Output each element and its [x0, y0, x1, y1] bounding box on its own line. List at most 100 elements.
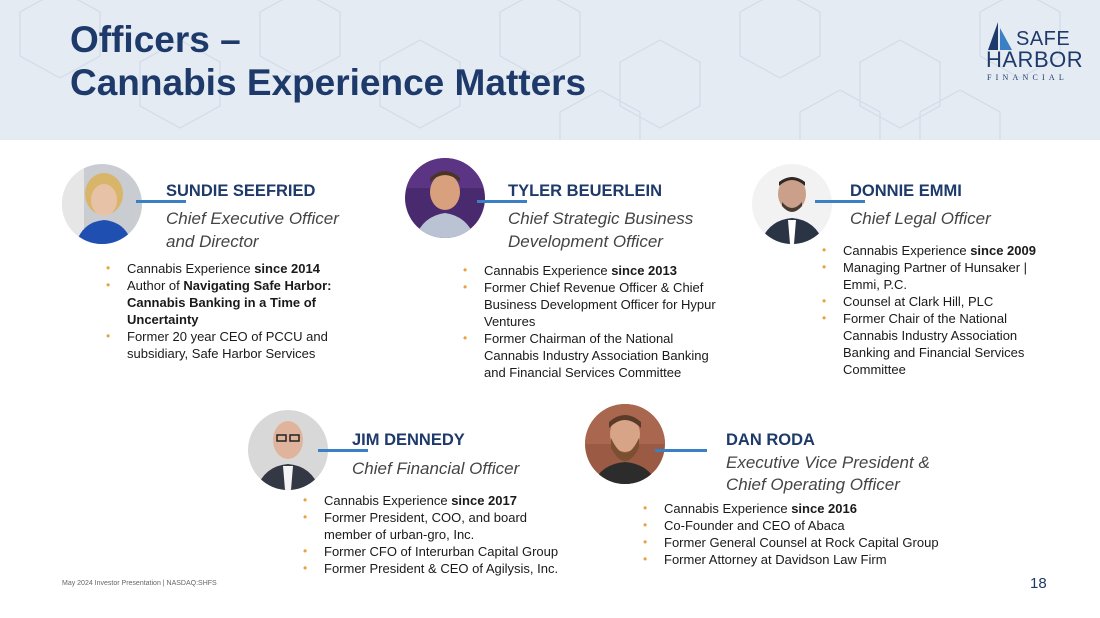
bullet-text: Counsel at Clark Hill, PLC: [843, 294, 994, 309]
officer-role-line-1: Executive Vice President &: [726, 453, 930, 472]
bullet-text: Ventures: [484, 314, 536, 329]
bullet-text: Former Chief Revenue Officer & Chief: [484, 280, 704, 295]
bullet-dot-icon: •: [106, 261, 111, 275]
bullet-text: member of urban-gro, Inc.: [324, 527, 475, 542]
bullet-text: Former Chair of the National: [843, 311, 1008, 326]
bullet-line: Cannabis Experience since 2013: [484, 262, 753, 279]
avatar-jim-dennedy: [248, 410, 328, 490]
bullet-text: subsidiary, Safe Harbor Services: [127, 346, 316, 361]
bullet-line: Cannabis Experience since 2017: [324, 492, 593, 509]
bullet-dot-icon: •: [303, 510, 308, 524]
bullet-dot-icon: •: [463, 263, 468, 277]
bullet-item: • Counsel at Clark Hill, PLC: [822, 293, 1052, 310]
officer-role-line-2: Development Officer: [508, 232, 663, 251]
bullet-text: Cannabis Experience: [843, 243, 971, 258]
bullet-dot-icon: •: [822, 311, 827, 325]
bullet-line: Former Chair of the National: [843, 310, 1052, 327]
bullet-emphasis: Uncertainty: [127, 312, 199, 327]
bullet-item: • Former President & CEO of Agilysis, Inc…: [303, 560, 593, 577]
bullet-line: Emmi, P.C.: [843, 276, 1052, 293]
bullet-item: • Former 20 year CEO of PCCU and subsidiar…: [106, 328, 366, 362]
bullet-line: Former President, COO, and board: [324, 509, 593, 526]
bullet-item: • Managing Partner of Hunsaker | Emmi, P.C…: [822, 259, 1052, 293]
officer-bullet-list: • Cannabis Experience since 2014 • Author o…: [106, 260, 366, 362]
bullet-item: • Former Attorney at Davidson Law Firm: [643, 551, 973, 568]
bullet-line: Cannabis Industry Association: [843, 327, 1052, 344]
bullet-line: Cannabis Banking in a Time of: [127, 294, 366, 311]
avatar-tyler-beuerlein: [405, 158, 485, 238]
bullet-dot-icon: •: [106, 278, 111, 292]
bullet-text: Cannabis Experience: [127, 261, 255, 276]
bullet-line: Former President & CEO of Agilysis, Inc.: [324, 560, 593, 577]
bullet-line: Committee: [843, 361, 1052, 378]
bullet-line: Former General Counsel at Rock Capital G…: [664, 534, 973, 551]
connector-line: [815, 200, 865, 203]
hexagon-pattern: [19, 0, 1061, 140]
bullet-item: • Former Chief Revenue Officer & Chief Bus…: [463, 279, 753, 330]
connector-line: [136, 200, 186, 203]
officer-role-line-1: Chief Strategic Business: [508, 209, 694, 228]
bullet-text: Author of: [127, 278, 184, 293]
bullet-emphasis: since 2016: [791, 501, 857, 516]
bullet-line: and Financial Services Committee: [484, 364, 753, 381]
officer-bullet-list: • Cannabis Experience since 2016 • Co-Found…: [643, 500, 973, 568]
page-title: Officers – Cannabis Experience Matters: [70, 18, 586, 104]
bullet-line: Ventures: [484, 313, 753, 330]
bullet-line: Business Development Officer for Hypur: [484, 296, 753, 313]
bullet-line: Counsel at Clark Hill, PLC: [843, 293, 1052, 310]
officer-role-line-2: and Director: [166, 232, 259, 251]
officer-name: SUNDIE SEEFRIED: [166, 182, 316, 200]
officer-role-line-2: Chief Operating Officer: [726, 475, 900, 494]
bullet-line: Cannabis Industry Association Banking: [484, 347, 753, 364]
logo-word-harbor: HARBOR: [986, 47, 1084, 72]
logo-word-financial: FINANCIAL: [987, 73, 1068, 82]
bullet-line: Former Chairman of the National: [484, 330, 753, 347]
bullet-emphasis: Navigating Safe Harbor:: [183, 278, 332, 293]
bullet-item: • Former President, COO, and board member …: [303, 509, 593, 543]
bullet-text: Cannabis Industry Association Banking: [484, 348, 709, 363]
bullet-dot-icon: •: [463, 280, 468, 294]
bullet-emphasis: since 2014: [254, 261, 320, 276]
bullet-line: Managing Partner of Hunsaker |: [843, 259, 1052, 276]
bullet-item: • Former Chair of the National Cannabis In…: [822, 310, 1052, 378]
logo-sail-icon: [988, 22, 1012, 50]
bullet-line: subsidiary, Safe Harbor Services: [127, 345, 366, 362]
bullet-line: Co-Founder and CEO of Abaca: [664, 517, 973, 534]
bullet-item: • Former General Counsel at Rock Capital …: [643, 534, 973, 551]
bullet-line: Former 20 year CEO of PCCU and: [127, 328, 366, 345]
avatar-donnie-emmi: [752, 164, 832, 244]
page-number: 18: [1030, 575, 1047, 592]
header-banner: Officers – Cannabis Experience Matters S…: [0, 0, 1100, 140]
connector-line: [477, 200, 527, 203]
bullet-text: Former CFO of Interurban Capital Group: [324, 544, 559, 559]
bullet-emphasis: Cannabis Banking in a Time of: [127, 295, 317, 310]
bullet-emphasis: since 2013: [611, 263, 677, 278]
bullet-dot-icon: •: [822, 243, 827, 257]
bullet-item: • Cannabis Experience since 2014: [106, 260, 366, 277]
connector-line: [318, 449, 368, 452]
bullet-line: Uncertainty: [127, 311, 366, 328]
officer-role-line-1: Chief Executive Officer: [166, 209, 339, 228]
bullet-text: Emmi, P.C.: [843, 277, 908, 292]
bullet-emphasis: since 2017: [451, 493, 517, 508]
bullet-line: Former CFO of Interurban Capital Group: [324, 543, 593, 560]
bullet-line: Cannabis Experience since 2009: [843, 242, 1052, 259]
bullet-text: Cannabis Experience: [664, 501, 792, 516]
bullet-text: Former President, COO, and board: [324, 510, 528, 525]
officer-bullet-list: • Cannabis Experience since 2009 • Managing…: [822, 242, 1052, 378]
bullet-dot-icon: •: [106, 329, 111, 343]
bullet-line: Cannabis Experience since 2014: [127, 260, 366, 277]
bullet-dot-icon: •: [303, 561, 308, 575]
bullet-line: Cannabis Experience since 2016: [664, 500, 973, 517]
officer-name: DAN RODA: [726, 431, 815, 449]
bullet-text: and Financial Services Committee: [484, 365, 682, 380]
bullet-text: Cannabis Industry Association: [843, 328, 1018, 343]
bullet-item: • Cannabis Experience since 2009: [822, 242, 1052, 259]
bullet-line: member of urban-gro, Inc.: [324, 526, 593, 543]
bullet-line: Former Chief Revenue Officer & Chief: [484, 279, 753, 296]
officer-role-line-1: Chief Financial Officer: [352, 459, 520, 478]
bullet-item: • Cannabis Experience since 2016: [643, 500, 973, 517]
officer-name: TYLER BEUERLEIN: [508, 182, 663, 200]
bullet-item: • Co-Founder and CEO of Abaca: [643, 517, 973, 534]
bullet-text: Business Development Officer for Hypur: [484, 297, 716, 312]
